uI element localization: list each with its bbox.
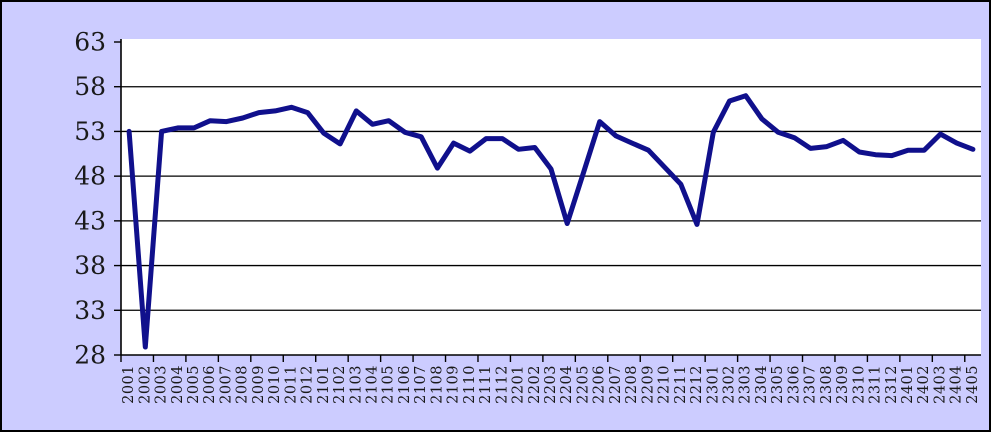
x-axis-label: 2003 [154,365,170,404]
x-axis-label: 2102 [332,365,348,404]
x-axis-label: 2110 [462,365,478,404]
x-axis-label: 2111 [478,365,494,404]
x-axis-label: 2304 [754,365,770,404]
x-axis-label: 2206 [592,365,608,404]
x-axis-label: 2205 [575,365,591,404]
x-axis-label: 2403 [932,365,948,404]
x-axis-label: 2007 [218,365,234,404]
x-axis-label: 2101 [316,365,332,404]
y-axis-label: 28 [74,341,106,370]
x-axis-label: 2308 [819,365,835,404]
x-axis-label: 2312 [884,365,900,404]
x-axis-label: 2104 [365,365,381,404]
x-axis-label: 2302 [721,365,737,404]
x-axis-label: 2008 [235,365,251,404]
y-axis-label: 33 [74,296,106,325]
x-axis-label: 2401 [900,365,916,404]
x-axis-label: 2112 [494,365,510,404]
plot-area [121,39,981,355]
x-axis-label: 2307 [803,365,819,404]
x-axis-label: 2301 [705,365,721,404]
y-axis-label: 48 [74,162,106,191]
x-axis-label: 2108 [429,365,445,404]
y-axis-label: 63 [74,28,106,57]
x-axis-label: 2203 [543,365,559,404]
y-axis-label: 38 [74,251,106,280]
x-axis-label: 2011 [283,365,299,404]
x-axis-label: 2202 [527,365,543,404]
y-axis-label: 53 [74,117,106,146]
x-axis-label: 2010 [267,365,283,404]
x-axis-label: 2402 [916,365,932,404]
y-axis-label: 43 [74,206,106,235]
x-axis-label: 2303 [738,365,754,404]
x-axis-label: 2204 [559,365,575,404]
x-axis-label: 2004 [170,365,186,404]
x-axis-label: 2209 [640,365,656,404]
x-axis-label: 2404 [949,365,965,404]
x-axis-label: 2311 [868,365,884,404]
x-axis-label: 2002 [137,365,153,404]
x-axis-label: 2106 [397,365,413,404]
x-axis-label: 2009 [251,365,267,404]
x-axis-label: 2305 [770,365,786,404]
x-axis-label: 2212 [689,365,705,404]
x-axis-label: 2201 [511,365,527,404]
x-axis-label: 2103 [348,365,364,404]
x-axis-label: 2006 [202,365,218,404]
x-axis-label: 2107 [413,365,429,404]
x-axis-label: 2012 [300,365,316,404]
x-axis-label: 2310 [851,365,867,404]
x-axis-label: 2005 [186,365,202,404]
x-axis-label: 2405 [965,365,981,404]
x-axis-label: 2207 [608,365,624,404]
x-axis-label: 2208 [624,365,640,404]
pmi-series-line [126,93,976,350]
x-axis-label: 2001 [121,365,137,404]
x-axis-label: 2109 [446,365,462,404]
x-axis-label: 2211 [673,365,689,404]
x-axis-label: 2210 [657,365,673,404]
x-axis-label: 2105 [381,365,397,404]
y-axis-label: 58 [74,72,106,101]
x-axis-label: 2306 [786,365,802,404]
x-axis-label: 2309 [835,365,851,404]
